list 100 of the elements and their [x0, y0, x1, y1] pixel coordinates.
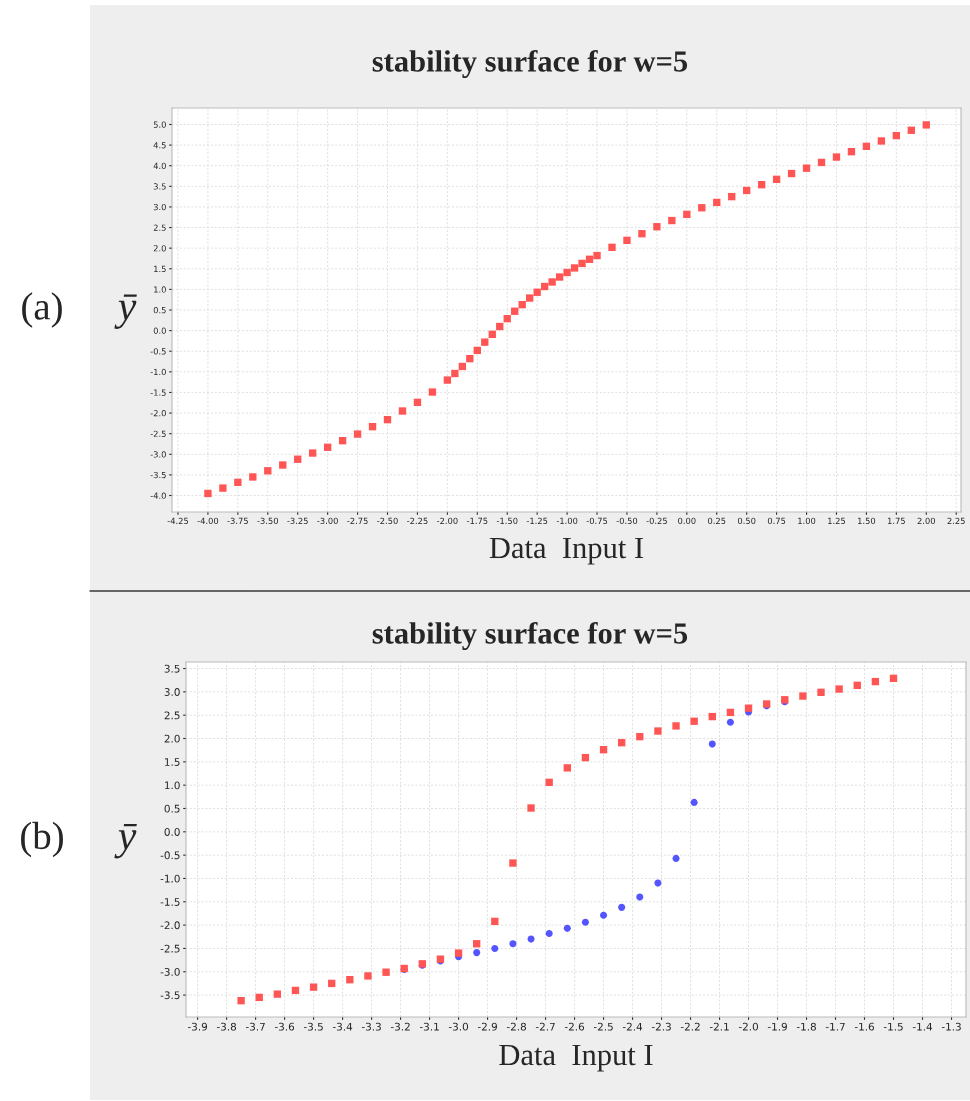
y-tick-label: 0.0	[153, 327, 166, 334]
text: (a)	[22, 292, 62, 328]
point	[382, 968, 390, 976]
point	[346, 976, 354, 984]
point	[847, 148, 856, 156]
point	[291, 986, 300, 995]
point	[533, 288, 541, 296]
x-tick-label: -2.1	[709, 1022, 729, 1031]
y-tick-label: -2.0	[150, 410, 166, 417]
y-tick-label: 3.5	[153, 183, 166, 190]
point	[364, 972, 372, 980]
x-tick-label: 1.25	[828, 517, 846, 525]
x-tick-label: -3.0	[448, 1022, 469, 1031]
point	[654, 727, 662, 735]
point	[817, 158, 826, 167]
y-tick-label: 4.0	[153, 162, 166, 169]
x-tick-label: -3.2	[390, 1022, 410, 1031]
point	[744, 704, 753, 712]
point	[309, 983, 318, 991]
x-tick-label: 2.25	[947, 517, 965, 525]
point	[581, 753, 590, 762]
y-tick-label: -3.0	[150, 451, 166, 458]
x-tick-label: -3.00	[317, 517, 338, 525]
point	[832, 153, 841, 161]
point	[907, 126, 915, 134]
point	[698, 204, 706, 212]
x-tick-label: 0.25	[708, 517, 726, 525]
point	[518, 300, 526, 309]
y-tick-label: 4.5	[153, 142, 166, 149]
y-tick-label: -3.5	[160, 991, 180, 1000]
point	[892, 131, 901, 140]
point	[654, 879, 662, 887]
point	[338, 437, 347, 445]
y-tick-label: -1.0	[160, 874, 180, 883]
point	[653, 223, 661, 231]
point	[772, 175, 781, 183]
x-tick-label: -3.9	[187, 1022, 208, 1031]
x-tick-label: -2.25	[407, 517, 428, 525]
y-axis-title: ȳ	[114, 823, 137, 859]
y-tick-label: 0.5	[153, 306, 166, 314]
x-tick-label: -1.3	[941, 1022, 961, 1031]
chart-title: stability surface for w=5	[372, 621, 688, 650]
y-tick-label: -4.0	[150, 492, 166, 499]
x-tick-label: -1.00	[556, 517, 578, 525]
point	[249, 473, 257, 481]
x-tick-label: -2.75	[347, 517, 368, 525]
point	[835, 685, 843, 693]
y-tick-label: 3.5	[164, 664, 180, 673]
point	[672, 722, 680, 730]
point	[690, 717, 698, 725]
x-tick-label: -1.25	[526, 517, 548, 525]
point	[862, 142, 871, 151]
point	[563, 764, 571, 772]
x-tick-label: -3.6	[274, 1022, 295, 1031]
point	[255, 993, 263, 1002]
point	[491, 917, 499, 926]
point	[708, 712, 716, 721]
y-tick-label: -2.5	[150, 430, 166, 437]
x-tick-label: 0.00	[678, 517, 696, 525]
x-tick-label: -3.50	[257, 517, 279, 525]
chart-title: stability surface for w=5	[372, 49, 688, 78]
point	[526, 294, 534, 302]
point	[922, 121, 930, 129]
point	[578, 259, 586, 268]
point	[817, 688, 825, 696]
point	[527, 804, 535, 812]
y-tick-label: 0.5	[164, 804, 180, 813]
point	[204, 489, 212, 498]
y-tick-label: -3.5	[150, 471, 166, 479]
point	[264, 467, 272, 475]
point	[473, 940, 481, 948]
point	[708, 740, 716, 748]
point	[623, 236, 631, 245]
x-axis-title: Data Input I	[489, 537, 644, 565]
point	[451, 369, 459, 378]
y-tick-label: -1.5	[150, 389, 166, 396]
point	[458, 362, 467, 371]
y-tick-label: -0.5	[150, 348, 166, 355]
x-tick-label: -1.7	[825, 1022, 845, 1031]
y-tick-label: 2.0	[153, 245, 166, 252]
point	[600, 911, 608, 919]
point	[294, 455, 302, 463]
point	[799, 692, 807, 700]
point	[638, 230, 646, 238]
point	[713, 198, 721, 207]
point	[608, 243, 616, 252]
y-tick-label: 3.0	[164, 688, 180, 696]
x-tick-label: -3.7	[245, 1022, 265, 1031]
point	[540, 282, 549, 291]
point	[563, 924, 571, 932]
point	[509, 940, 517, 948]
point	[481, 338, 489, 346]
point	[585, 255, 594, 263]
point	[491, 944, 499, 952]
point	[398, 407, 407, 415]
y-axis-title: ȳ	[114, 294, 137, 329]
point	[877, 137, 886, 145]
point	[690, 798, 698, 806]
y-tick-label: 2.5	[164, 711, 180, 720]
point	[743, 186, 751, 195]
